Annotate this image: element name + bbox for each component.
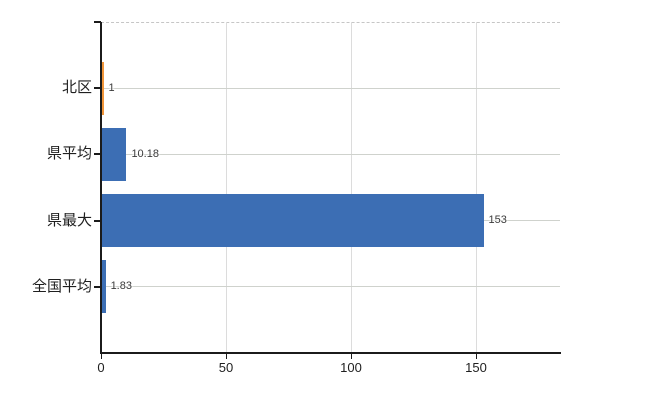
bar-value-label: 1 <box>108 81 115 94</box>
plot-top-dashed-border <box>101 22 560 23</box>
vertical-gridline <box>350 22 352 353</box>
category-label: 北区 <box>61 79 92 97</box>
bar-value-label: 10.18 <box>131 147 159 160</box>
row-gridline <box>101 286 560 288</box>
x-tick-label: 150 <box>465 360 487 375</box>
y-axis-tick <box>94 219 101 222</box>
category-label: 県最大 <box>46 211 92 229</box>
category-label: 全国平均 <box>31 277 92 295</box>
bar <box>101 127 127 181</box>
x-tick-label: 100 <box>340 360 362 375</box>
x-axis-tick <box>476 354 477 359</box>
bar <box>101 260 106 314</box>
y-axis-tick <box>94 285 101 288</box>
row-gridline <box>101 153 560 155</box>
x-axis-line <box>100 352 561 354</box>
axis-top-tick <box>94 21 101 23</box>
x-axis-tick <box>226 354 227 359</box>
x-tick-label: 50 <box>218 360 234 375</box>
x-axis-tick <box>351 354 352 359</box>
bar <box>101 194 484 248</box>
category-label: 県平均 <box>46 145 92 163</box>
plot-area: 1 10.18 153 1.83 <box>101 22 560 353</box>
x-tick-label: 0 <box>97 360 105 375</box>
bar-value-label: 1.83 <box>110 280 132 293</box>
row-gridline <box>101 87 560 89</box>
bar-value-label: 153 <box>488 214 507 227</box>
bar <box>101 61 104 115</box>
vertical-gridline <box>475 22 477 353</box>
y-axis-tick <box>94 153 101 156</box>
y-axis-tick <box>94 87 101 90</box>
x-axis-tick <box>101 354 102 359</box>
vertical-gridline <box>225 22 227 353</box>
y-axis-line <box>100 22 102 354</box>
